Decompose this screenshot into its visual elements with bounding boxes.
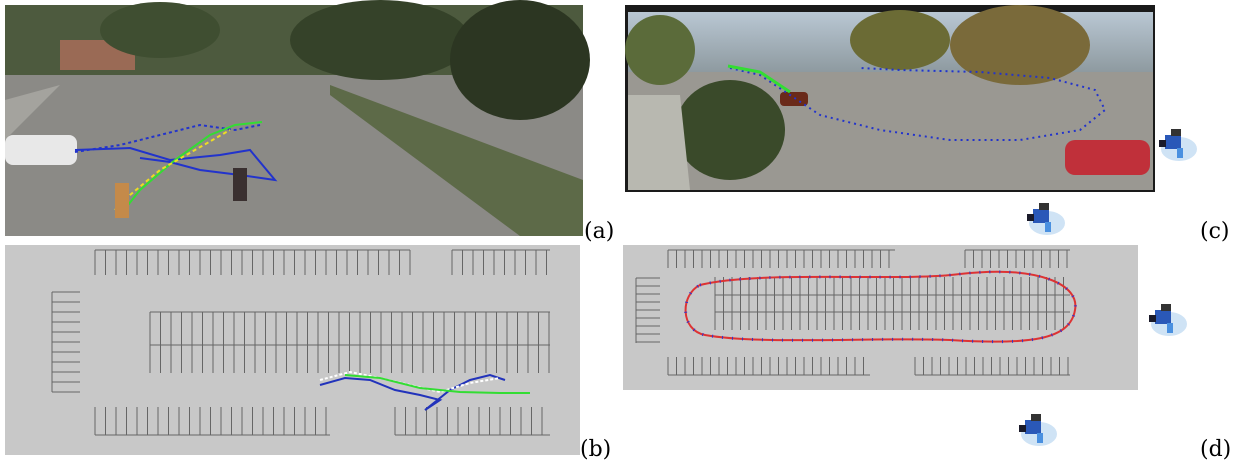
camera-stand [1045,222,1051,232]
tree [625,15,695,85]
camera-body [1165,135,1181,149]
camera-body [1033,209,1049,223]
panel-a-photo [5,0,590,236]
camera-top [1161,304,1171,311]
person [115,183,129,218]
car [1065,140,1150,175]
panel-label: (b) [580,437,611,462]
camera-body [1155,310,1171,324]
tree [450,0,590,120]
camera-stand [1167,323,1173,333]
camera-top [1171,129,1181,136]
tree [850,10,950,70]
camera-lens [1027,214,1034,221]
car [5,135,77,165]
camera-lens [1019,425,1026,432]
person [233,168,247,201]
camera-lens [1159,140,1166,147]
car [780,92,808,106]
tree [100,2,220,58]
tree [290,0,470,80]
camera-body [1025,420,1041,434]
panel-c-photo [625,5,1155,192]
figure: (a) (b) (c) (d) [0,0,1239,462]
building [628,95,690,190]
camera-stand [1037,433,1043,443]
tree [950,5,1090,85]
panel-label: (a) [584,219,614,244]
camera-stand [1177,148,1183,158]
panel-b-map [5,245,580,455]
camera-lens [1149,315,1156,322]
camera-top [1039,203,1049,210]
panel-label: (d) [1200,437,1231,462]
camera-top [1031,414,1041,421]
tree [675,80,785,180]
panel-label: (c) [1200,219,1230,244]
